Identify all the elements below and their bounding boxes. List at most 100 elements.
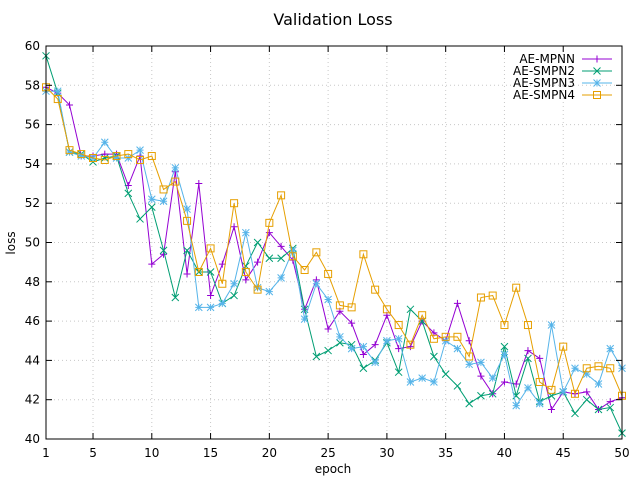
data-point xyxy=(524,354,532,363)
data-point xyxy=(194,303,203,312)
data-point xyxy=(559,342,568,351)
data-point xyxy=(523,321,532,330)
data-point xyxy=(429,334,438,343)
data-point xyxy=(300,266,309,275)
data-point xyxy=(571,364,579,373)
data-point xyxy=(465,399,474,408)
data-point xyxy=(136,155,145,164)
data-point xyxy=(583,388,591,396)
data-point xyxy=(183,270,191,278)
data-point xyxy=(582,364,591,373)
data-point xyxy=(606,344,615,353)
data-point xyxy=(582,395,591,404)
data-point xyxy=(147,203,156,211)
x-tick-label: 45 xyxy=(556,446,571,460)
x-tick-label: 10 xyxy=(144,446,159,460)
data-point xyxy=(336,338,344,347)
data-point xyxy=(100,155,109,164)
data-point xyxy=(570,389,579,398)
data-point xyxy=(324,269,333,278)
data-point xyxy=(159,185,168,194)
x-tick-label: 20 xyxy=(262,446,277,460)
data-point xyxy=(359,342,368,351)
data-point xyxy=(77,152,86,160)
series-line xyxy=(45,86,623,396)
data-point xyxy=(312,248,321,257)
data-point xyxy=(465,360,474,369)
data-point xyxy=(512,283,521,292)
data-point xyxy=(241,267,250,276)
data-point xyxy=(536,354,544,362)
data-point xyxy=(112,154,121,162)
data-point xyxy=(183,246,191,255)
data-point xyxy=(265,229,273,237)
x-tick-label: 40 xyxy=(497,446,512,460)
data-point xyxy=(100,154,109,162)
data-point xyxy=(183,205,191,213)
data-point xyxy=(441,332,450,341)
data-point xyxy=(277,274,285,282)
data-point xyxy=(418,311,427,320)
data-point xyxy=(218,260,226,268)
data-point xyxy=(100,138,109,147)
data-point xyxy=(606,364,615,373)
legend-entry-ae-smpn2: AE-SMPN2 xyxy=(513,64,612,78)
data-point xyxy=(159,197,168,206)
legend-label: AE-SMPN2 xyxy=(513,64,575,78)
data-point xyxy=(453,344,462,353)
x-axis-label: epoch xyxy=(315,462,352,476)
data-point xyxy=(171,163,180,172)
x-tick-label: 5 xyxy=(89,446,97,460)
data-point xyxy=(336,332,344,341)
data-point xyxy=(359,351,367,359)
data-point xyxy=(230,279,238,288)
legend-marker xyxy=(593,55,601,63)
data-point xyxy=(230,199,239,208)
data-point xyxy=(477,372,485,380)
data-point xyxy=(547,406,555,414)
data-point xyxy=(171,177,180,186)
data-point xyxy=(312,352,321,361)
data-point xyxy=(535,378,544,387)
data-point xyxy=(147,152,156,161)
data-point xyxy=(500,321,509,330)
data-point xyxy=(347,344,356,353)
series-ae-mpnn xyxy=(42,83,626,414)
data-point xyxy=(453,332,462,341)
data-point xyxy=(89,154,98,163)
data-point xyxy=(206,268,215,276)
data-point xyxy=(159,246,168,255)
data-point xyxy=(594,405,603,414)
x-tick-label: 25 xyxy=(320,446,335,460)
y-tick-label: 48 xyxy=(25,275,40,289)
data-point xyxy=(477,358,485,367)
y-tick-label: 42 xyxy=(25,393,40,407)
grid xyxy=(46,46,622,439)
data-point xyxy=(53,95,62,104)
legend-label: AE-MPNN xyxy=(519,52,575,66)
data-point xyxy=(371,341,379,349)
data-point xyxy=(441,370,450,379)
data-point xyxy=(183,216,192,225)
data-point xyxy=(359,250,368,259)
y-tick-label: 40 xyxy=(25,432,40,446)
data-point xyxy=(124,150,133,159)
data-point xyxy=(253,238,262,247)
legend-marker xyxy=(593,91,601,99)
data-point xyxy=(394,368,403,377)
data-point xyxy=(535,399,544,408)
data-point xyxy=(512,401,521,410)
data-point xyxy=(312,279,321,288)
data-point xyxy=(289,246,297,255)
data-point xyxy=(147,195,156,204)
data-point xyxy=(500,342,509,351)
data-point xyxy=(406,340,415,349)
legend-entry-ae-smpn4: AE-SMPN4 xyxy=(513,88,612,102)
y-tick-label: 46 xyxy=(25,314,40,328)
legend-entry-ae-mpnn: AE-MPNN xyxy=(519,52,612,66)
series-ae-smpn4 xyxy=(42,83,626,400)
legend-label: AE-SMPN4 xyxy=(513,88,575,102)
data-point xyxy=(500,350,509,359)
